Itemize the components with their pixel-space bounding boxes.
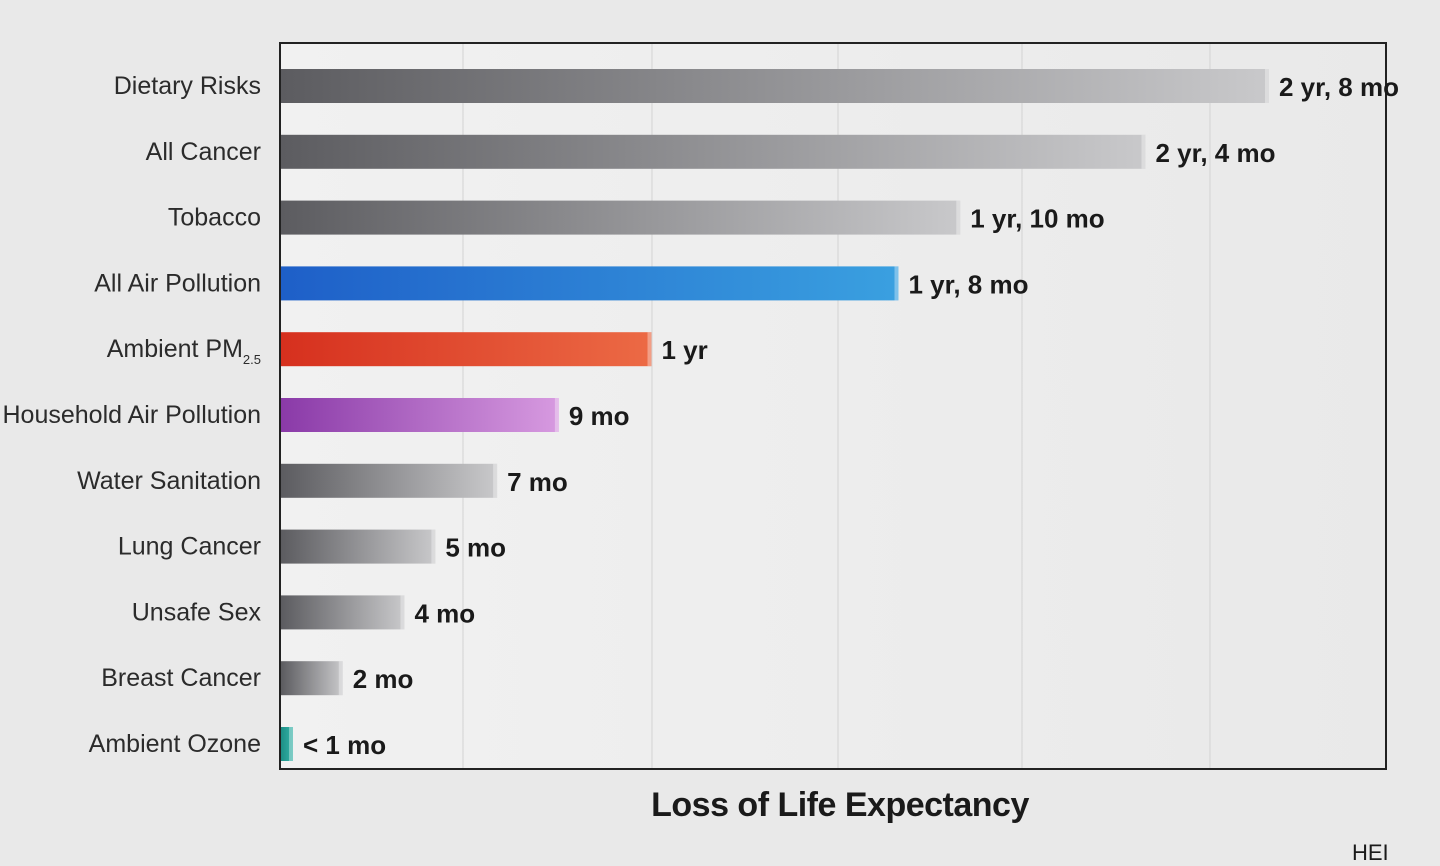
- bar-lung-cancer: [281, 529, 436, 564]
- bar-end-cap: [338, 661, 343, 696]
- bar-end-cap: [554, 398, 559, 432]
- value-label: 2 mo: [353, 664, 414, 694]
- bar-breast-cancer: [281, 661, 343, 696]
- value-label: 5 mo: [445, 533, 506, 563]
- bar-end-cap: [1141, 134, 1146, 169]
- category-label: Unsafe Sex: [132, 598, 262, 626]
- bar-end-cap: [894, 266, 899, 301]
- bar-ambient-pm: [281, 332, 652, 367]
- bar-end-cap: [400, 595, 405, 630]
- category-label: All Air Pollution: [94, 269, 261, 297]
- bar-household-air-pollution: [281, 398, 559, 432]
- bar-end-cap: [493, 463, 498, 498]
- category-label: All Cancer: [146, 138, 261, 166]
- source-label: HEI: [1352, 840, 1389, 865]
- value-label: < 1 mo: [303, 730, 386, 760]
- category-label: Tobacco: [168, 204, 261, 232]
- bar-tobacco: [281, 200, 961, 235]
- bar-end-cap: [647, 332, 652, 367]
- bar-all-cancer: [281, 134, 1146, 169]
- value-label: 1 yr: [662, 335, 708, 365]
- category-label: Breast Cancer: [101, 664, 261, 692]
- bar-ambient-ozone: [281, 727, 293, 761]
- bar-water-sanitation: [281, 463, 498, 498]
- category-label: Household Air Pollution: [3, 401, 262, 429]
- category-label: Lung Cancer: [118, 533, 261, 561]
- bar-end-cap: [431, 529, 436, 564]
- bar-unsafe-sex: [281, 595, 405, 630]
- value-label: 4 mo: [415, 598, 476, 628]
- value-label: 2 yr, 8 mo: [1279, 72, 1399, 102]
- value-label: 2 yr, 4 mo: [1156, 138, 1276, 168]
- x-axis-title: Loss of Life Expectancy: [651, 786, 1029, 824]
- bar-end-cap: [289, 727, 293, 761]
- value-label: 7 mo: [507, 467, 568, 497]
- value-label: 1 yr, 10 mo: [970, 204, 1104, 234]
- value-label: 9 mo: [569, 401, 630, 431]
- category-label: Water Sanitation: [77, 467, 261, 495]
- category-label: Dietary Risks: [114, 72, 261, 100]
- category-label: Ambient Ozone: [89, 730, 261, 758]
- value-label: 1 yr, 8 mo: [909, 269, 1029, 299]
- bar-all-air-pollution: [281, 266, 899, 301]
- bar-dietary-risks: [281, 69, 1269, 103]
- bar-end-cap: [956, 200, 961, 235]
- bar-end-cap: [1265, 69, 1269, 103]
- category-label: Ambient PM2.5: [107, 335, 261, 367]
